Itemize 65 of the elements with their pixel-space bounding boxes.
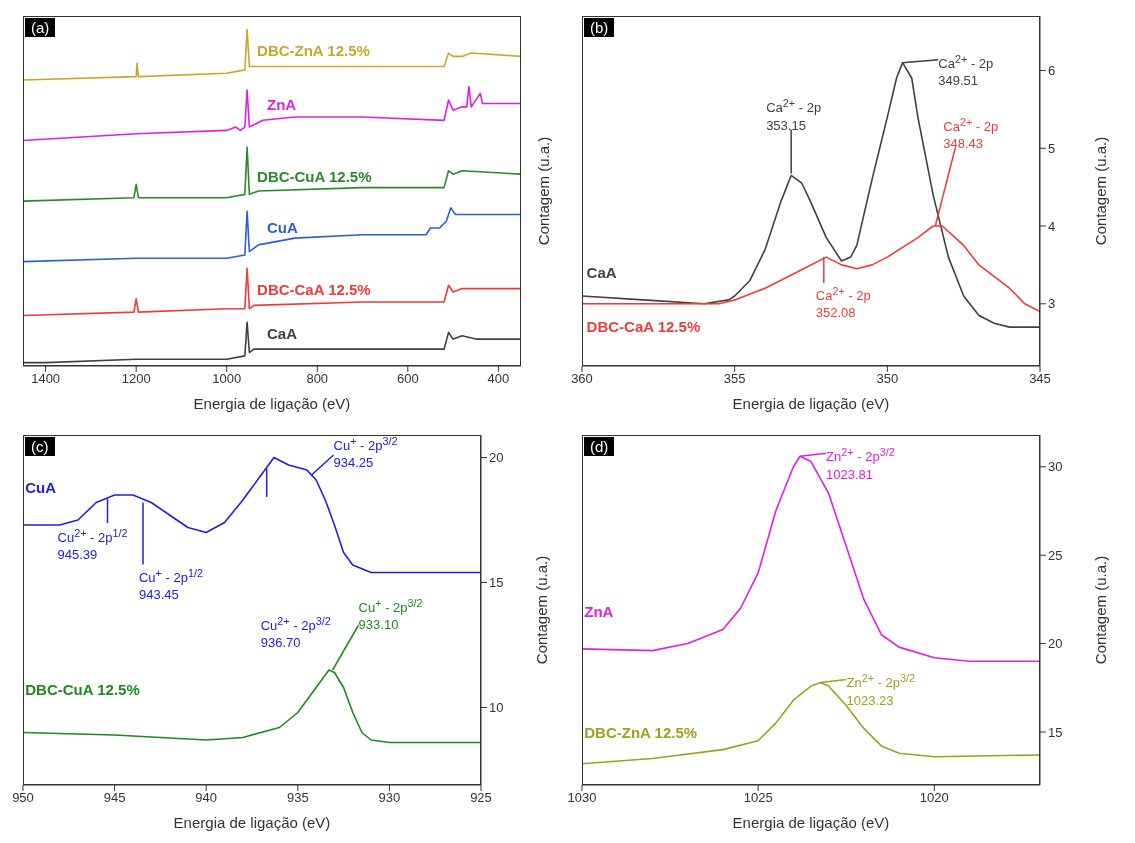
x-tick-label: 1025	[743, 790, 773, 806]
y-tick-label: 20	[1048, 636, 1063, 652]
y-tick-label: 3	[1048, 296, 1056, 312]
x-tick-label: 345	[1029, 371, 1051, 387]
x-tick-label: 940	[195, 790, 218, 806]
x-tick-label: 800	[306, 371, 329, 387]
series-label: DBC-ZnA 12.5%	[584, 723, 698, 741]
x-tick-label: 600	[396, 371, 419, 387]
x-tick-label: 930	[378, 790, 401, 806]
y-tick-label: 4	[1048, 218, 1056, 234]
y-tick-label: 10	[489, 700, 504, 716]
annotation: Cu$^{+}$ - 2p$^{1/2}$ 943.45	[138, 565, 204, 603]
series-label: DBC-ZnA 12.5%	[257, 42, 370, 60]
series-label: CuA	[25, 479, 57, 496]
series-label: DBC-CaA 12.5%	[257, 281, 371, 299]
annotation: Ca$^{2+}$ - 2p 348.43	[943, 115, 999, 153]
chart-title: (c)	[31, 438, 49, 455]
series-label: CaA	[267, 325, 298, 343]
x-axis-title: Energia de ligação (eV)	[172, 814, 332, 831]
y-tick-label: 30	[1048, 459, 1063, 475]
x-tick-label: 1200	[121, 371, 151, 387]
y-axis-title: Contagem (u.a.)	[1091, 136, 1109, 246]
x-tick-label: 935	[286, 790, 309, 806]
x-axis-title: Energia de ligação (eV)	[731, 395, 891, 412]
series-label: DBC-CaA 12.5%	[586, 317, 701, 335]
y-tick-label: 6	[1048, 63, 1056, 79]
series-label: DBC-CuA 12.5%	[257, 167, 372, 185]
x-tick-label: 355	[723, 371, 746, 387]
y-tick-label: 15	[489, 575, 504, 591]
y-tick-label: 20	[489, 450, 504, 466]
x-tick-label: 1000	[212, 371, 242, 387]
x-tick-label: 400	[487, 371, 510, 387]
x-tick-label: 1020	[919, 790, 949, 806]
annotation: Zn$^{2+}$ - 2p$^{3/2}$ 1023.81	[826, 445, 895, 483]
x-tick-label: 950	[12, 790, 34, 806]
annotation: Ca$^{2+}$ - 2p 352.08	[815, 284, 871, 322]
y-axis-title: Contagem (u.a.)	[534, 136, 552, 246]
annotation: Ca$^{2+}$ - 2p 353.15	[766, 96, 822, 134]
x-tick-label: 1400	[31, 371, 61, 387]
x-tick-label: 1030	[567, 790, 597, 806]
series-label: CaA	[586, 264, 617, 282]
annotation: Ca$^{2+}$ - 2p 349.51	[938, 51, 994, 89]
x-tick-label: 925	[470, 790, 492, 806]
annotation: Cu$^{+}$ - 2p$^{3/2}$ 933.10	[358, 596, 423, 634]
text: DBC-CuA 12.5%	[25, 680, 140, 698]
x-axis-title: Energia de ligação (eV)	[192, 395, 352, 412]
x-tick-label: 350	[876, 371, 899, 387]
series-label: ZnA	[584, 602, 614, 620]
x-tick-label: 360	[571, 371, 593, 387]
chart-title: (b)	[590, 19, 609, 36]
y-axis-title: Contagem (u.a.)	[1091, 555, 1109, 665]
series-label: CuA	[267, 219, 298, 237]
text: Cu$^{2+}$ - 2p$^{1/2}$ 945.39	[57, 527, 128, 563]
x-axis-title: Energia de ligação (eV)	[731, 814, 891, 831]
y-tick-label: 5	[1048, 140, 1056, 156]
annotation: Cu$^{+}$ - 2p$^{3/2}$ 934.25	[333, 434, 398, 472]
chart-title: (a)	[31, 19, 50, 36]
series-label: ZnA	[267, 95, 297, 113]
y-tick-label: 15	[1048, 724, 1063, 740]
y-axis-title: Contagem (u.a.)	[532, 555, 550, 665]
text: Cu$^{2+}$ - 2p$^{3/2}$ 936.70	[260, 614, 331, 650]
x-tick-label: 945	[103, 790, 126, 806]
annotation: Zn$^{2+}$ - 2p$^{3/2}$ 1023.23	[846, 671, 916, 709]
y-tick-label: 25	[1048, 547, 1063, 563]
chart-title: (d)	[590, 438, 609, 455]
